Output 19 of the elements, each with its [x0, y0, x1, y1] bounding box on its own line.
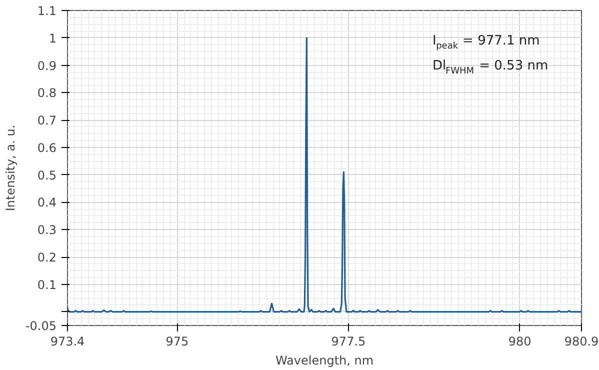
- x-tick-label: 975: [166, 334, 189, 348]
- y-tick-label: 0.6: [37, 140, 57, 155]
- y-axis-title: Intensity, a. u.: [3, 124, 18, 212]
- x-tick-label: 980: [508, 334, 532, 348]
- y-tick-label: 0.8: [37, 86, 57, 100]
- y-tick-label: 0.9: [37, 58, 57, 73]
- x-tick-label: 973.4: [50, 334, 85, 348]
- y-tick-label: 0.1: [37, 278, 57, 292]
- y-tick-label: 0.2: [37, 250, 57, 265]
- y-tick-label: 0.4: [37, 196, 57, 210]
- x-tick-label: 980.9: [564, 334, 599, 348]
- y-tick-label: 0.7: [37, 114, 57, 128]
- y-tick-label: 0.3: [37, 223, 57, 238]
- x-axis-title: Wavelength, nm: [275, 354, 374, 368]
- y-tick-label: 1.1: [37, 4, 57, 18]
- y-tick-label: 0.5: [37, 168, 57, 182]
- y-tick-label: -0.05: [25, 319, 57, 333]
- x-tick-label: 977.5: [331, 334, 366, 348]
- y-tick-label: 1: [48, 31, 57, 46]
